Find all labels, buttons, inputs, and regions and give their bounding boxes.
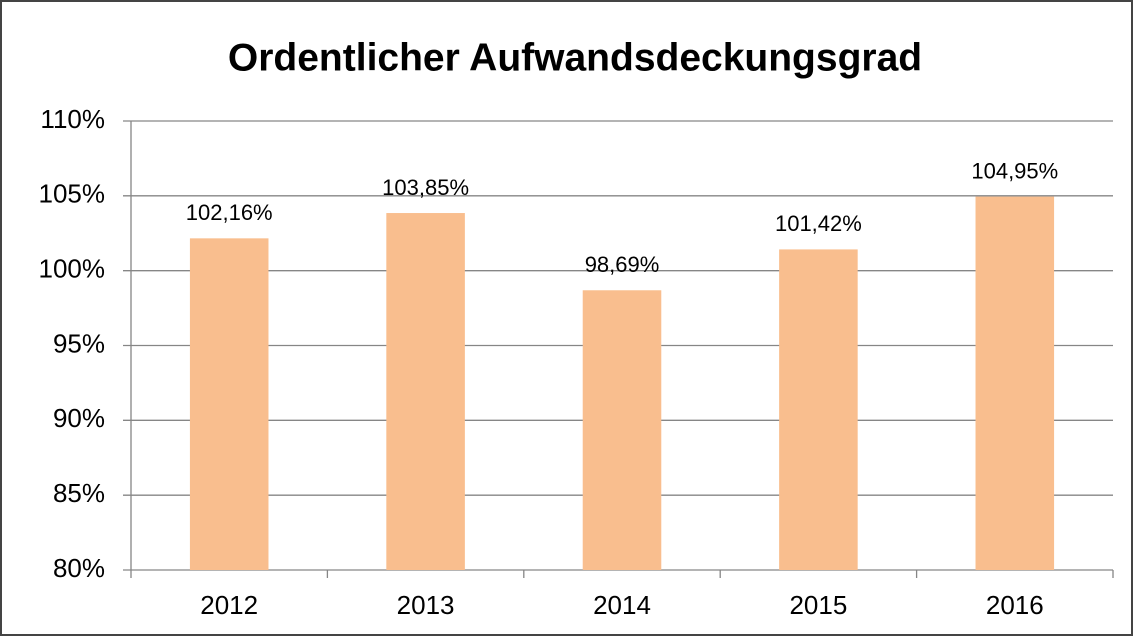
- bar: [975, 196, 1055, 570]
- y-tick-label: 90%: [53, 403, 105, 433]
- bar: [582, 290, 662, 570]
- y-tick-label: 110%: [40, 104, 105, 134]
- data-label: 101,42%: [775, 211, 862, 236]
- data-label: 104,95%: [971, 158, 1058, 183]
- data-label: 102,16%: [186, 200, 273, 225]
- y-tick-label: 100%: [39, 254, 106, 284]
- x-tick-label: 2015: [789, 590, 847, 620]
- x-tick-label: 2014: [593, 590, 651, 620]
- y-tick-label: 85%: [53, 478, 105, 508]
- x-tick-label: 2016: [986, 590, 1044, 620]
- y-tick-label: 80%: [53, 553, 105, 583]
- bar: [779, 249, 858, 570]
- data-label: 103,85%: [382, 175, 469, 200]
- x-tick-label: 2013: [397, 590, 455, 620]
- y-tick-label: 95%: [53, 328, 105, 358]
- bar: [386, 213, 465, 571]
- data-label: 98,69%: [585, 252, 660, 277]
- x-tick-label: 2012: [200, 590, 258, 620]
- y-tick-label: 105%: [39, 179, 106, 209]
- chart-title: Ordentlicher Aufwandsdeckungsgrad: [228, 36, 922, 79]
- bar: [189, 238, 269, 570]
